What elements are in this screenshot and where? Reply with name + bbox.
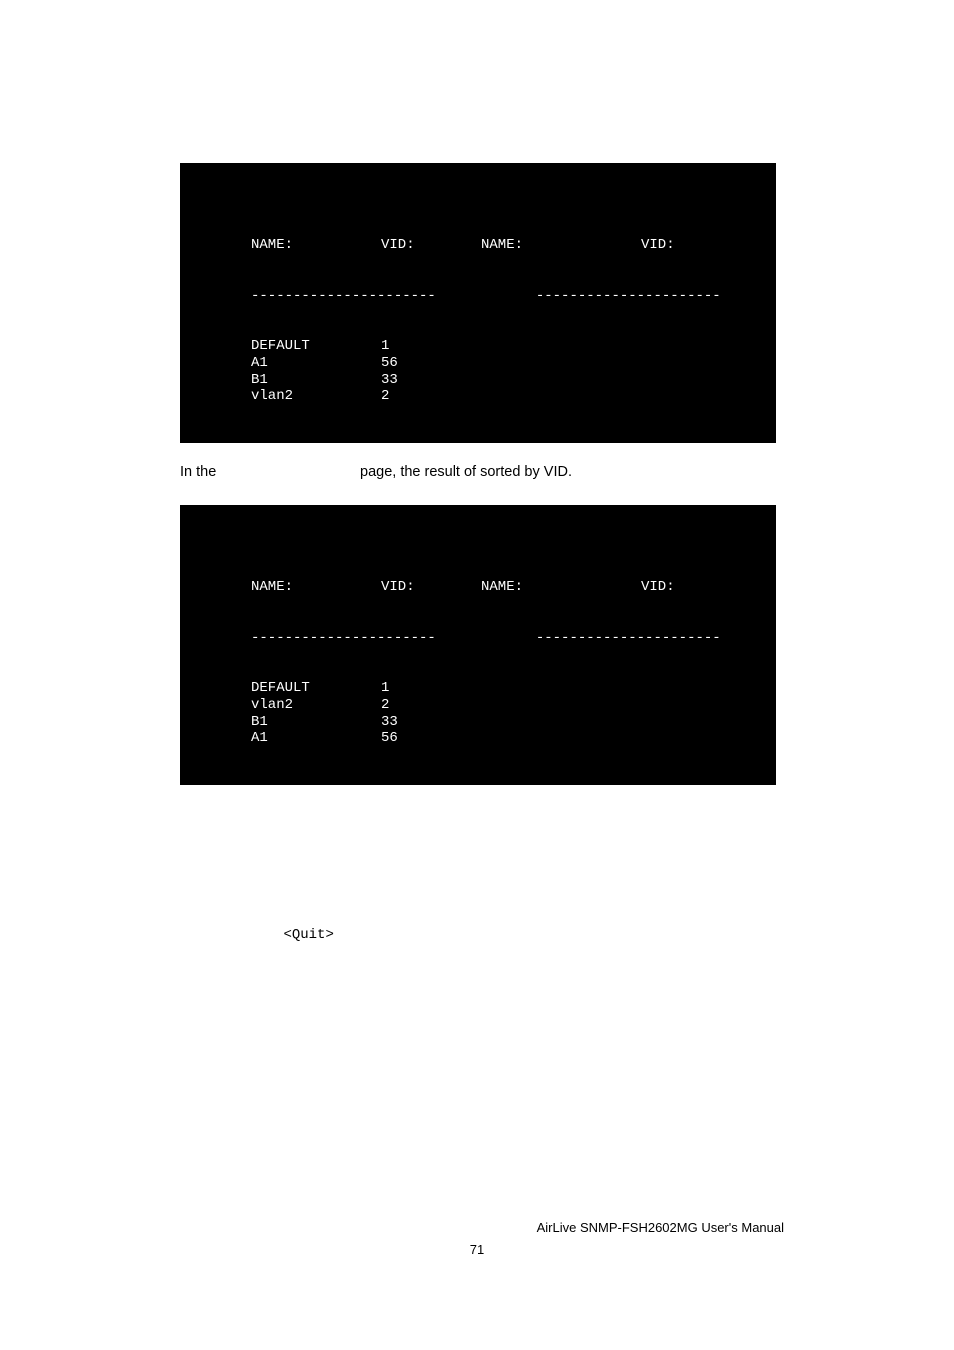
footer-page-number: 71 — [470, 1242, 484, 1257]
col-header-name1: NAME: — [191, 237, 301, 254]
dash-right: ---------------------- — [436, 630, 721, 647]
caption-prefix: In the — [180, 464, 216, 480]
dash-row: ----------------------------------------… — [191, 630, 765, 647]
terminal-screen-1: NAME:VID:NAME:VID: ---------------------… — [180, 163, 776, 443]
prev-page-action[interactable]: <Previous Page> — [527, 927, 653, 943]
actions-label: actions-> — [191, 927, 267, 943]
vids-col: 1 56 33 2 — [381, 338, 398, 405]
spacer — [191, 864, 765, 894]
col-header-name2: NAME: — [431, 579, 561, 596]
caption-suffix: page, the result of sorted by VID. — [360, 464, 572, 480]
hint-mid: Quit = Previous menu — [425, 1021, 593, 1038]
hint-right: Enter = Select Item — [599, 1021, 759, 1038]
edit-action[interactable]: <Edit> — [359, 927, 409, 943]
names-col: DEFAULT A1 B1 vlan2 — [191, 338, 381, 405]
dash-left: ---------------------- — [191, 288, 436, 305]
hint-row: Arrow/TAB/BKSPC = Move Item Quit = Previo… — [191, 1021, 765, 1038]
dash-right: ---------------------- — [436, 288, 721, 305]
vids-col: 1 2 33 56 — [381, 680, 398, 747]
footer-manual-title: AirLive SNMP-FSH2602MG User's Manual — [537, 1220, 784, 1235]
col-header-vid2: VID: — [561, 579, 675, 596]
col-header-name1: NAME: — [191, 579, 301, 596]
col-header-name2: NAME: — [431, 237, 561, 254]
dash-left: ---------------------- — [191, 630, 436, 647]
terminal-screen-2: NAME:VID:NAME:VID: ---------------------… — [180, 505, 776, 785]
delete-action[interactable]: <Delete> — [435, 927, 502, 943]
names-col: DEFAULT vlan2 B1 A1 — [191, 680, 381, 747]
col-header-vid1: VID: — [301, 237, 431, 254]
col-header-vid1: VID: — [301, 579, 431, 596]
actions-row: actions-> <Quit> <Edit> <Delete> <Previo… — [191, 927, 765, 944]
header-row: NAME:VID:NAME:VID: — [191, 237, 765, 254]
next-page-action[interactable]: <Next Page> — [678, 927, 770, 943]
dash-row: ----------------------------------------… — [191, 288, 765, 305]
hint-left: Arrow/TAB/BKSPC = Move Item — [191, 1021, 418, 1038]
quit-action[interactable]: <Quit> — [283, 927, 333, 943]
message-text: Edit/Delete a VLAN Group. — [373, 976, 583, 993]
col-header-vid2: VID: — [561, 237, 675, 254]
header-row: NAME:VID:NAME:VID: — [191, 579, 765, 596]
terminal-content: NAME:VID:NAME:VID: ---------------------… — [181, 540, 775, 1078]
data-rows: DEFAULT vlan2 B1 A11 2 33 56 — [191, 680, 765, 830]
